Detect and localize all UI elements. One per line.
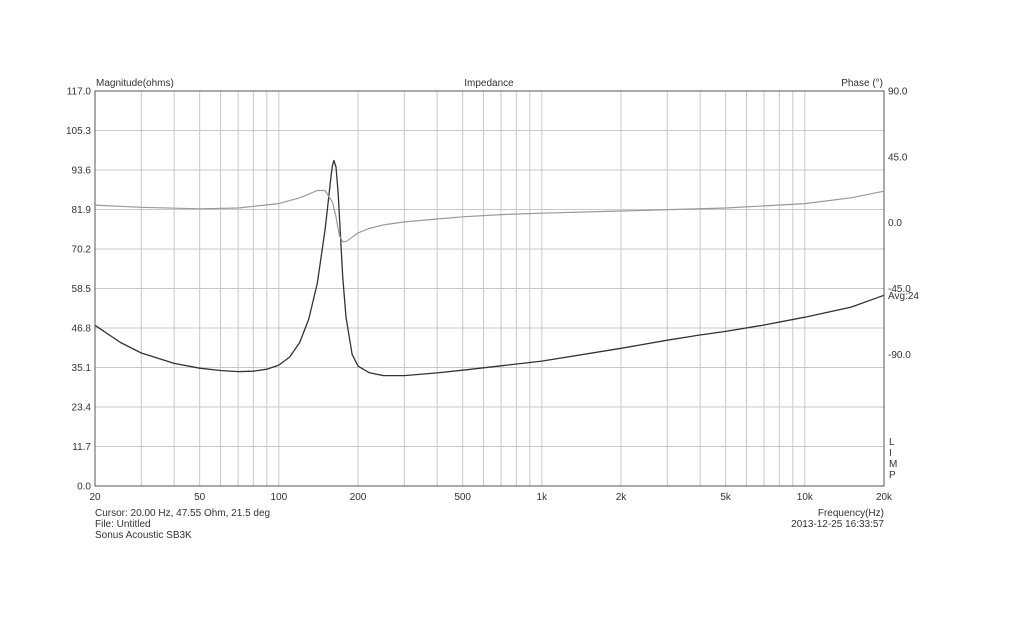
limp-letter: L <box>889 437 895 448</box>
left-tick-label: 58.5 <box>72 284 92 295</box>
info-block: Cursor: 20.00 Hz, 47.55 Ohm, 21.5 deg Fi… <box>95 508 270 541</box>
left-tick-label: 93.6 <box>72 166 92 177</box>
x-tick-label: 500 <box>454 492 471 503</box>
x-tick-label: 2k <box>616 492 628 503</box>
left-tick-label: 117.0 <box>67 87 92 98</box>
left-tick-label: 105.3 <box>66 126 91 137</box>
file-name: File: Untitled <box>95 519 151 530</box>
device-name: Sonus Acoustic SB3K <box>95 530 192 541</box>
tick-labels: 0.0 11.7 23.4 35.1 46.8 58.5 70.2 81.9 93.6 105.3… <box>66 87 911 504</box>
right-axis-label: Phase (°) <box>841 78 883 89</box>
timestamp: 2013-12-25 16:33:57 <box>791 519 884 530</box>
grid-lines <box>95 91 884 486</box>
left-tick-label: 0.0 <box>77 482 91 493</box>
average-label: Avg:24 <box>888 291 919 302</box>
left-axis-label: Magnitude(ohms) <box>96 78 174 89</box>
magnitude-curve <box>94 159 885 377</box>
x-tick-label: 1k <box>537 492 549 503</box>
right-tick-label: -90.0 <box>888 350 911 361</box>
x-tick-label: 20k <box>876 492 893 503</box>
cursor-readout: Cursor: 20.00 Hz, 47.55 Ohm, 21.5 deg <box>95 508 271 519</box>
x-tick-label: 20 <box>89 492 101 503</box>
x-tick-label: 200 <box>350 492 367 503</box>
left-tick-label: 11.7 <box>72 442 91 453</box>
right-tick-label: 0.0 <box>888 218 902 229</box>
limp-letter: M <box>889 459 897 470</box>
x-tick-label: 50 <box>194 492 206 503</box>
x-tick-label: 5k <box>720 492 732 503</box>
left-tick-label: 35.1 <box>72 363 92 374</box>
phase-curve <box>94 189 885 243</box>
left-tick-label: 81.9 <box>72 205 92 216</box>
chart-title: Impedance <box>464 78 514 89</box>
right-tick-label: -45.0 <box>888 284 911 295</box>
limp-letter: I <box>889 448 892 459</box>
x-tick-label: 100 <box>270 492 287 503</box>
x-tick-label: 10k <box>797 492 814 503</box>
plot-frame <box>94 90 885 487</box>
left-tick-label: 23.4 <box>72 403 92 414</box>
limp-letter: P <box>889 470 896 481</box>
timestamp-block: 2013-12-25 16:33:57 <box>700 508 884 530</box>
x-axis-label: Frequency(Hz) <box>818 508 884 519</box>
left-tick-label: 70.2 <box>72 245 92 256</box>
right-tick-label: 90.0 <box>888 87 908 98</box>
data-series <box>94 159 885 377</box>
right-tick-label: 45.0 <box>888 152 908 163</box>
left-tick-label: 46.8 <box>72 324 92 335</box>
